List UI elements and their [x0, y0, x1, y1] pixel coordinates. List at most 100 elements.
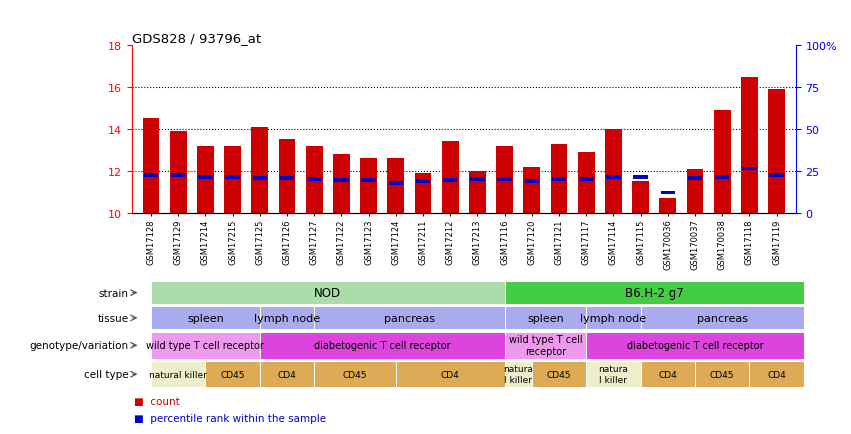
Text: spleen: spleen: [187, 313, 224, 323]
Bar: [523, 167, 540, 213]
Bar: [632, 182, 649, 213]
Bar: [498, 178, 511, 181]
Text: lymph node: lymph node: [580, 313, 647, 323]
Bar: [505, 306, 586, 330]
Text: CD45: CD45: [343, 370, 368, 379]
Bar: [144, 174, 158, 177]
Bar: [505, 332, 586, 359]
Bar: [714, 111, 731, 213]
Bar: [142, 119, 159, 213]
Bar: [586, 306, 641, 330]
Text: pancreas: pancreas: [697, 313, 748, 323]
Text: CD45: CD45: [710, 370, 734, 379]
Bar: [532, 362, 586, 387]
Bar: [606, 175, 620, 179]
Bar: [205, 362, 260, 387]
Text: natura
l killer: natura l killer: [598, 365, 628, 384]
Text: lymph node: lymph node: [254, 313, 320, 323]
Bar: [389, 182, 403, 185]
Bar: [505, 362, 532, 387]
Bar: [641, 362, 695, 387]
Bar: [307, 178, 322, 181]
Text: tissue: tissue: [97, 313, 129, 323]
Text: ■  count: ■ count: [134, 396, 180, 406]
Bar: [586, 362, 641, 387]
Bar: [524, 180, 539, 184]
Text: pancreas: pancreas: [384, 313, 435, 323]
Bar: [198, 175, 213, 179]
Bar: [151, 281, 505, 305]
Bar: [551, 178, 566, 181]
Text: natural killer: natural killer: [149, 370, 207, 379]
Bar: [660, 198, 677, 213]
Bar: [414, 174, 431, 213]
Bar: [579, 178, 593, 181]
Bar: [260, 362, 314, 387]
Bar: [151, 332, 260, 359]
Bar: [443, 179, 457, 182]
Bar: [769, 174, 784, 177]
Text: cell type: cell type: [84, 369, 129, 379]
Bar: [688, 177, 702, 180]
Bar: [586, 332, 804, 359]
Text: genotype/variation: genotype/variation: [30, 341, 129, 350]
Bar: [314, 306, 505, 330]
Bar: [695, 362, 750, 387]
Bar: [387, 159, 404, 213]
Bar: [169, 132, 186, 213]
Text: CD4: CD4: [768, 370, 786, 379]
Bar: [768, 90, 785, 213]
Bar: [251, 128, 268, 213]
Bar: [226, 175, 240, 179]
Bar: [641, 306, 804, 330]
Text: CD4: CD4: [659, 370, 677, 379]
Bar: [260, 332, 505, 359]
Bar: [416, 180, 430, 184]
Text: natura
l killer: natura l killer: [503, 365, 533, 384]
Text: strain: strain: [99, 288, 129, 298]
Bar: [471, 178, 484, 181]
Bar: [469, 171, 486, 213]
Text: diabetogenic T cell receptor: diabetogenic T cell receptor: [314, 341, 450, 350]
Bar: [306, 146, 323, 213]
Bar: [260, 306, 314, 330]
Bar: [333, 155, 350, 213]
Bar: [715, 175, 729, 179]
Bar: [171, 174, 186, 177]
Bar: [396, 362, 505, 387]
Bar: [224, 146, 241, 213]
Bar: [362, 179, 376, 182]
Text: B6.H-2 g7: B6.H-2 g7: [625, 286, 683, 299]
Text: wild type T cell receptor: wild type T cell receptor: [146, 341, 265, 350]
Bar: [314, 362, 396, 387]
Bar: [442, 142, 459, 213]
Bar: [253, 177, 267, 181]
Bar: [750, 362, 804, 387]
Bar: [360, 159, 377, 213]
Bar: [741, 77, 758, 213]
Bar: [660, 191, 675, 195]
Text: CD45: CD45: [546, 370, 571, 379]
Bar: [687, 169, 704, 213]
Bar: [496, 146, 513, 213]
Text: wild type T cell
receptor: wild type T cell receptor: [509, 335, 582, 356]
Bar: [505, 281, 804, 305]
Bar: [605, 130, 622, 213]
Bar: [280, 176, 294, 180]
Bar: [742, 167, 757, 171]
Bar: [578, 152, 595, 213]
Text: diabetogenic T cell receptor: diabetogenic T cell receptor: [626, 341, 763, 350]
Bar: [633, 175, 648, 179]
Bar: [197, 146, 214, 213]
Bar: [151, 306, 260, 330]
Text: NOD: NOD: [314, 286, 341, 299]
Text: CD45: CD45: [220, 370, 245, 379]
Bar: [334, 179, 349, 182]
Text: spleen: spleen: [527, 313, 563, 323]
Text: CD4: CD4: [277, 370, 296, 379]
Text: CD4: CD4: [441, 370, 460, 379]
Text: ■  percentile rank within the sample: ■ percentile rank within the sample: [134, 413, 326, 423]
Text: GDS828 / 93796_at: GDS828 / 93796_at: [132, 32, 261, 45]
Bar: [151, 362, 205, 387]
Bar: [551, 144, 568, 213]
